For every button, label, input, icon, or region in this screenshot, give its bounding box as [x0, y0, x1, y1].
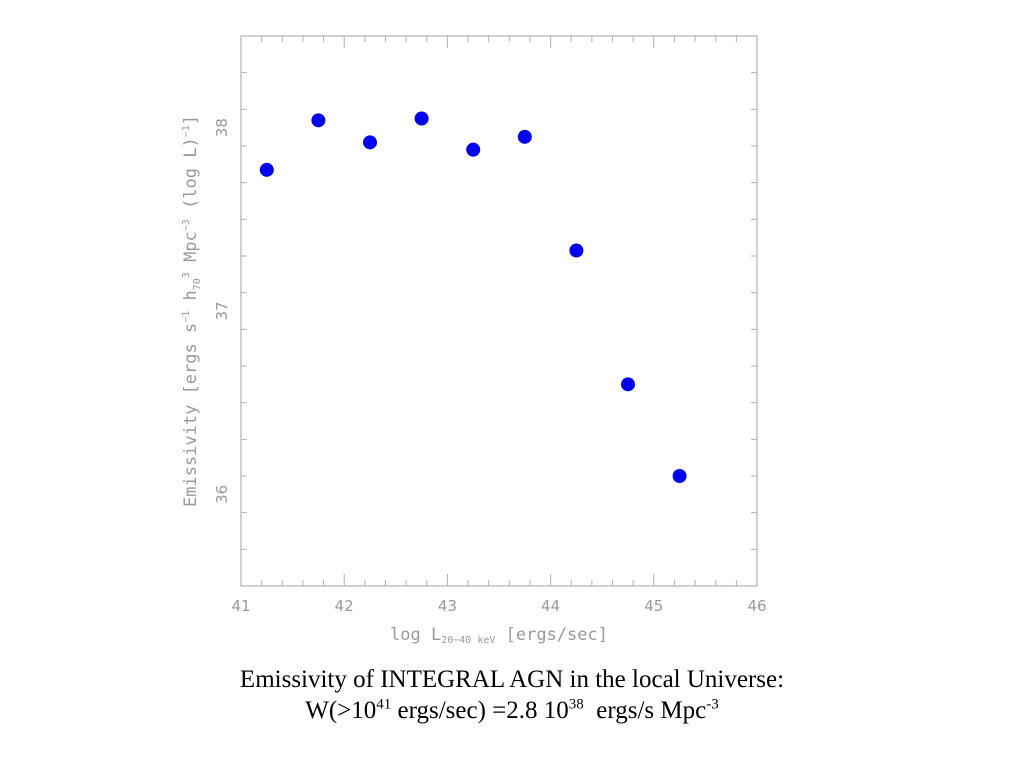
x-tick-label: 44 [541, 597, 560, 615]
x-tick-label: 42 [335, 597, 354, 615]
tick-labels: 41 42 43 44 45 46 36 37 38 [213, 118, 767, 615]
plot-frame [240, 35, 758, 587]
data-point [363, 135, 377, 150]
data-point [466, 142, 481, 157]
data-point [621, 377, 635, 392]
axis-ticks [240, 35, 758, 587]
data-point [311, 113, 326, 128]
x-tick-label: 41 [231, 597, 250, 615]
data-point [517, 129, 532, 144]
data-point [672, 469, 687, 483]
caption-line-2: W(>1041 ergs/sec) =2.8 1038 ergs/s Mpc-3 [305, 696, 719, 724]
data-point [259, 162, 274, 177]
y-tick-label: 37 [213, 301, 231, 320]
x-tick-label: 46 [747, 597, 766, 615]
caption-line-1: Emissivity of INTEGRAL AGN in the local … [239, 666, 785, 693]
x-axis-label: log L20−40 keV [ergs/sec] [390, 625, 608, 646]
y-tick-label: 36 [213, 485, 231, 504]
figure-caption: Emissivity of INTEGRAL AGN in the local … [0, 664, 1024, 726]
data-point [569, 243, 584, 258]
emissivity-chart: 41 42 43 44 45 46 36 37 38 log L20−40 keV [ergs/… [181, 35, 767, 646]
data-point [414, 111, 429, 126]
y-tick-label: 38 [213, 118, 231, 137]
data-points [259, 111, 687, 483]
x-tick-label: 45 [644, 597, 663, 615]
x-tick-label: 43 [438, 597, 457, 615]
y-axis-label: Emissivity [ergs s−1 h703 Mpc−3 (log L)−… [181, 115, 203, 507]
